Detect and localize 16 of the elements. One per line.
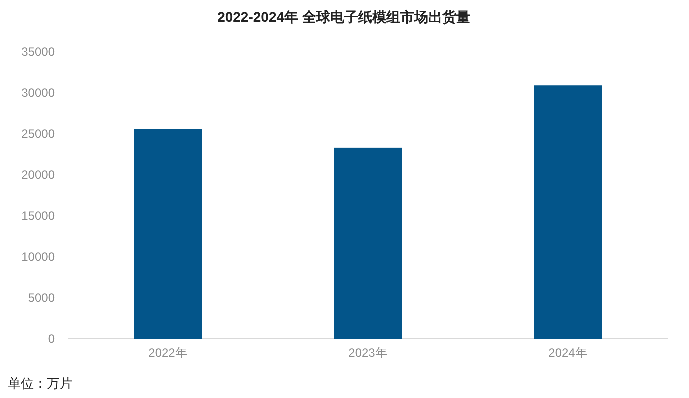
y-tick-label: 0	[48, 332, 56, 346]
x-tick-label: 2023年	[348, 346, 388, 360]
y-tick-label: 5000	[28, 291, 56, 305]
y-tick-label: 35000	[22, 45, 56, 59]
y-tick-label: 20000	[22, 168, 56, 182]
y-tick-label: 30000	[22, 86, 56, 100]
bar	[534, 86, 602, 339]
y-tick-label: 15000	[22, 209, 56, 223]
y-tick-label: 25000	[22, 127, 56, 141]
chart-title: 2022-2024年 全球电子纸模组市场出货量	[218, 9, 470, 25]
bar	[334, 148, 402, 339]
y-tick-label: 10000	[22, 250, 56, 264]
x-tick-label: 2024年	[548, 346, 588, 360]
x-tick-label: 2022年	[148, 346, 188, 360]
text: 单位：万片	[8, 376, 73, 391]
bar	[134, 129, 202, 339]
